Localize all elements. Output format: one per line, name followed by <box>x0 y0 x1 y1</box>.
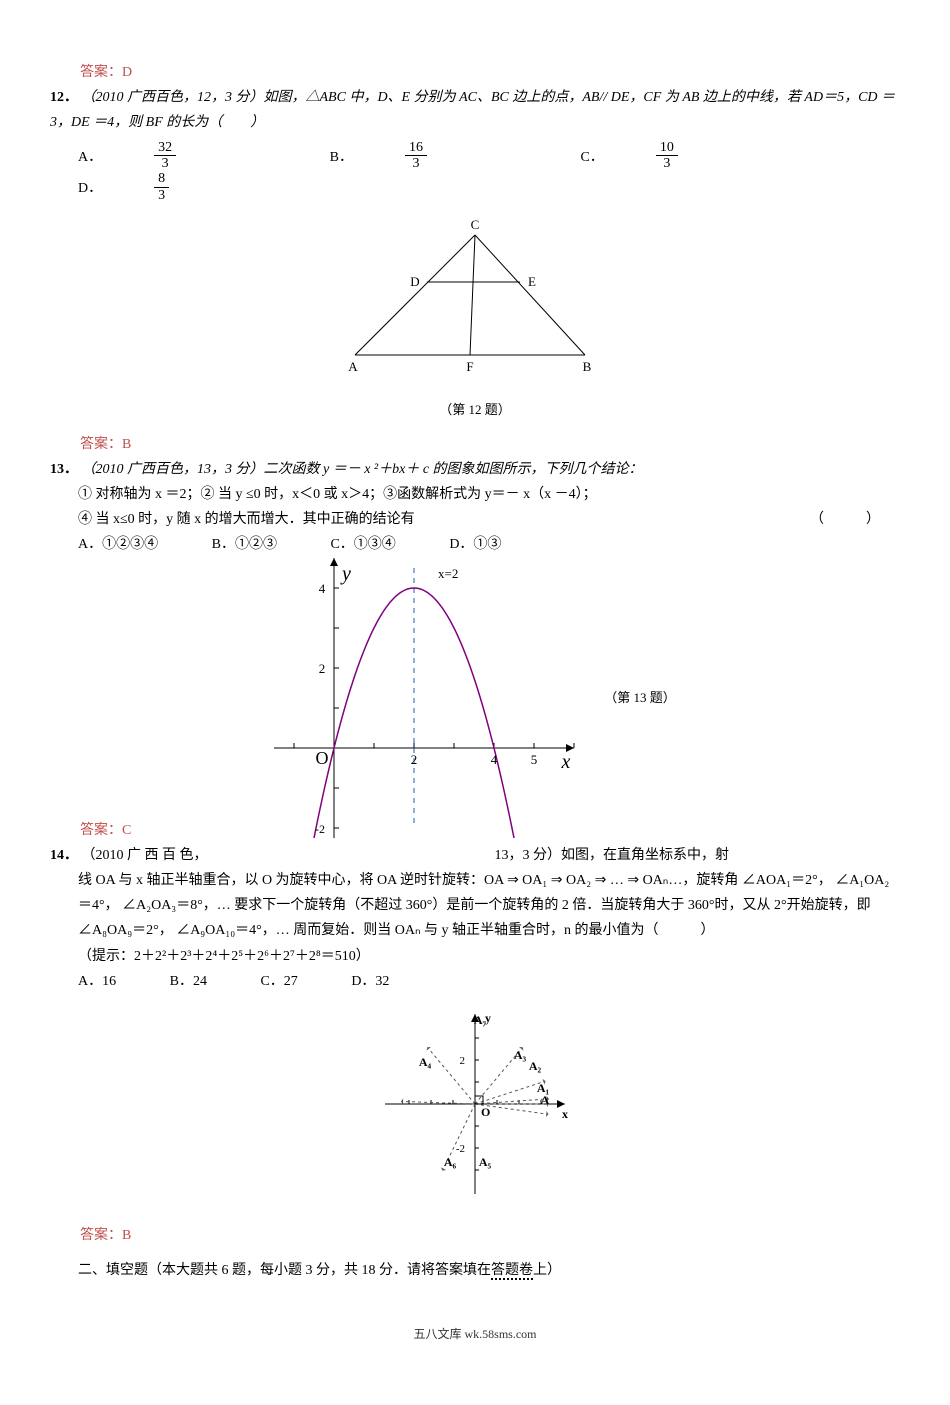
svg-text:x: x <box>561 751 571 773</box>
answer-12-value: B <box>122 437 131 452</box>
q13-s2-row: ④ 当 x≤0 时，y 随 x 的增大而增大．其中正确的结论有 （ ） <box>78 507 900 532</box>
section2-lead: 二、填空题（本大题共 6 题，每小题 3 分，共 18 分．请将答案填在 <box>78 1263 491 1278</box>
q12-stem: （2010 广西百色，12，3 分）如图，△ABC 中，D、E 分别为 AC、B… <box>50 90 895 130</box>
svg-text:A₁: A₁ <box>537 1081 550 1095</box>
q13-options: A．①②③④ B．①②③ C．①③④ D．①③ <box>78 532 900 557</box>
svg-text:A: A <box>541 1093 550 1107</box>
q14-stem-left: （2010 广 西 百 色， <box>82 848 208 863</box>
q14-optB: B．24 <box>170 974 207 989</box>
q12-figure: C D E A F B （第 12 题） <box>50 215 900 422</box>
answer-11-value: D <box>122 65 132 80</box>
q14-svg: 2-2OxyAA₁A₂A₃A₄A₅A₆A₇ <box>375 1004 575 1204</box>
q12-caption: （第 12 题） <box>50 398 900 421</box>
answer-14: 答案：B <box>80 1223 900 1248</box>
q14-number: 14． <box>50 848 78 863</box>
q12-number: 12． <box>50 90 78 105</box>
question-13: 13． （2010 广西百色，13，3 分）二次函数 y ＝－ x ²＋bx＋ … <box>50 457 900 838</box>
svg-text:5: 5 <box>531 752 538 767</box>
question-14: 14． （2010 广 西 百 色， 13，3 分）如图，在直角坐标系中，射 线… <box>50 843 900 1213</box>
q14-figure: 2-2OxyAA₁A₂A₃A₄A₅A₆A₇ <box>50 1004 900 1213</box>
svg-text:A₃: A₃ <box>514 1048 527 1062</box>
svg-text:-2: -2 <box>456 1143 465 1155</box>
answer-12: 答案：B <box>80 432 900 457</box>
answer-label: 答案： <box>80 437 122 452</box>
section2-tail: 上） <box>533 1263 561 1278</box>
q14-stem-right: 13，3 分）如图，在直角坐标系中，射 <box>495 848 730 863</box>
svg-text:2: 2 <box>460 1055 466 1067</box>
question-12: 12． （2010 广西百色，12，3 分）如图，△ABC 中，D、E 分别为 … <box>50 85 900 422</box>
q12-optC: C．103 <box>580 150 777 165</box>
q12-options: A．323 B．163 C．103 D．83 <box>78 142 900 206</box>
svg-text:A₄: A₄ <box>419 1055 432 1069</box>
q12-optD: D．83 <box>78 181 269 196</box>
q14-optC: C．27 <box>260 974 297 989</box>
svg-text:A₅: A₅ <box>479 1155 492 1169</box>
q13-stem: （2010 广西百色，13，3 分）二次函数 y ＝－ x ²＋bx＋ c 的图… <box>82 462 643 477</box>
svg-text:A₆: A₆ <box>444 1155 457 1169</box>
section-2-header: 二、填空题（本大题共 6 题，每小题 3 分，共 18 分．请将答案填在答题卷上… <box>78 1258 900 1283</box>
svg-text:x: x <box>562 1107 568 1121</box>
q13-optC: C．①③④ <box>330 537 395 552</box>
q12-svg: C D E A F B <box>335 215 615 385</box>
svg-text:4: 4 <box>319 581 326 596</box>
svg-text:B: B <box>583 359 592 374</box>
q14-hint: （提示：2＋2²＋2³＋2⁴＋2⁵＋2⁶＋2⁷＋2⁸＝510） <box>78 944 900 969</box>
q14-optA: A．16 <box>78 974 116 989</box>
q13-svg: x=2 y x O 2 4 -2 2 4 5 <box>274 558 594 838</box>
svg-text:2: 2 <box>411 752 418 767</box>
q12-optB: B．163 <box>330 150 527 165</box>
q13-s1: ① 对称轴为 x ＝2；② 当 y ≤0 时，x＜0 或 x＞4；③函数解析式为… <box>78 482 900 507</box>
answer-label: 答案： <box>80 1228 122 1243</box>
svg-text:4: 4 <box>491 752 498 767</box>
answer-11: 答案：D <box>80 60 900 85</box>
page-footer: 五八文库 wk.58sms.com <box>50 1324 900 1346</box>
answer-label: 答案： <box>80 65 122 80</box>
q14-optD: D．32 <box>351 974 389 989</box>
svg-text:O: O <box>481 1105 490 1119</box>
q13-number: 13． <box>50 462 78 477</box>
svg-text:A: A <box>348 359 358 374</box>
q13-s2: ④ 当 x≤0 时，y 随 x 的增大而增大．其中正确的结论有 <box>78 507 415 532</box>
svg-text:E: E <box>528 274 536 289</box>
svg-text:-2: -2 <box>315 822 325 836</box>
svg-text:D: D <box>410 274 419 289</box>
svg-text:2: 2 <box>319 661 326 676</box>
svg-text:O: O <box>316 748 329 768</box>
q13-optA: A．①②③④ <box>78 537 158 552</box>
answer-14-value: B <box>122 1228 131 1243</box>
svg-text:x=2: x=2 <box>438 566 458 581</box>
q14-body: 线 OA 与 x 轴正半轴重合，以 O 为旋转中心，将 OA 逆时针旋转：OA … <box>78 868 900 944</box>
q13-caption: （第 13 题） <box>604 686 676 709</box>
q13-optB: B．①②③ <box>212 537 277 552</box>
svg-text:A₂: A₂ <box>529 1059 542 1073</box>
q12-optA: A．323 <box>78 150 276 165</box>
svg-text:y: y <box>340 563 351 585</box>
q14-options: A．16 B．24 C．27 D．32 <box>78 969 900 994</box>
svg-text:A₇: A₇ <box>474 1013 487 1027</box>
section2-emph: 答题卷 <box>491 1263 533 1280</box>
q13-paren: （ ） <box>810 507 880 532</box>
svg-text:F: F <box>466 359 473 374</box>
q13-optD: D．①③ <box>449 537 501 552</box>
svg-text:C: C <box>471 217 480 232</box>
